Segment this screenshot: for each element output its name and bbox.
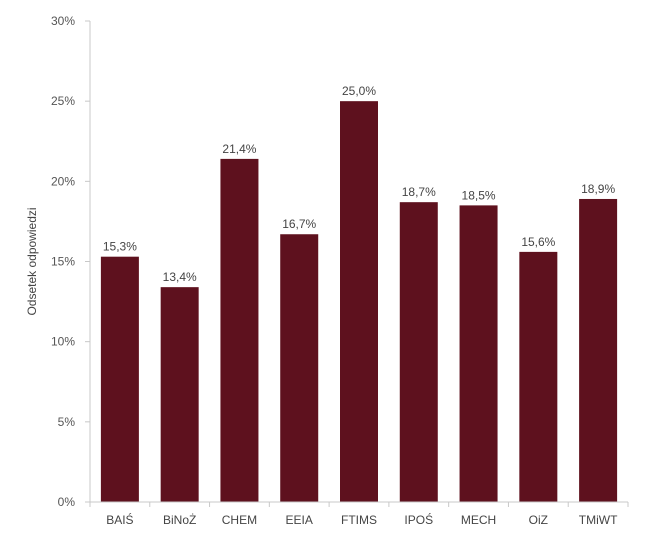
bar	[579, 198, 618, 502]
y-axis: 0% 5% 10% 15% 20% 25% 30%	[51, 14, 91, 509]
data-label: 18,9%	[581, 182, 615, 196]
x-tick-label: OiZ	[529, 513, 548, 527]
bar	[100, 256, 139, 502]
x-tick-label: CHEM	[222, 513, 257, 527]
y-tick-label: 30%	[51, 14, 75, 28]
data-label: 21,4%	[222, 142, 256, 156]
bar	[459, 205, 498, 502]
x-axis: BAIŚ BiNoŻ CHEM EEIA FTIMS IPOŚ MECH OiZ TMiWT	[89, 501, 629, 527]
x-tick-label: BiNoŻ	[163, 513, 196, 527]
data-label: 18,5%	[462, 188, 496, 202]
data-label: 15,6%	[521, 235, 555, 249]
x-tick-label: FTIMS	[341, 513, 377, 527]
bar	[519, 251, 558, 502]
data-label: 15,3%	[103, 240, 137, 254]
y-tick-label: 15%	[51, 255, 75, 269]
y-tick-label: 0%	[58, 495, 76, 509]
x-tick-label: EEIA	[286, 513, 313, 527]
data-label: 25,0%	[342, 84, 376, 98]
y-axis-title: Odsetek odpowiedzi	[25, 207, 39, 315]
x-tick-label: IPOŚ	[404, 512, 433, 527]
y-tick-label: 20%	[51, 174, 75, 188]
bar	[280, 234, 319, 502]
x-tick-label: BAIŚ	[106, 512, 133, 527]
bar	[399, 202, 438, 502]
data-label: 18,7%	[402, 185, 436, 199]
bar	[340, 101, 378, 503]
data-label: 16,7%	[282, 217, 316, 231]
bar	[160, 287, 199, 502]
y-tick-label: 25%	[51, 94, 75, 108]
data-label: 13,4%	[163, 270, 197, 284]
x-tick-label: TMiWT	[579, 513, 618, 527]
x-tick-label: MECH	[461, 513, 496, 527]
bars	[100, 101, 618, 503]
bar	[220, 158, 259, 503]
y-tick-label: 5%	[58, 415, 76, 429]
data-labels: 15,3% 13,4% 21,4% 16,7% 25,0% 18,7% 18,5% 15,6%…	[103, 84, 616, 284]
y-tick-label: 10%	[51, 335, 75, 349]
